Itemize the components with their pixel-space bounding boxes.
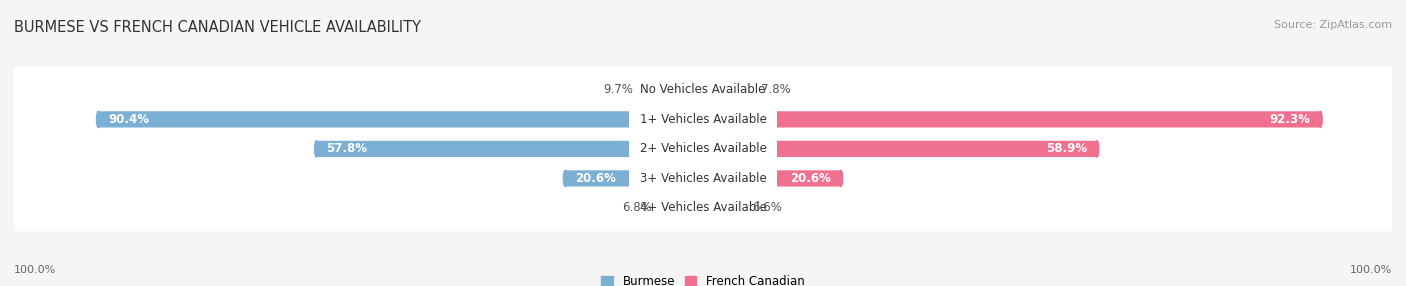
FancyBboxPatch shape	[776, 141, 1097, 157]
FancyBboxPatch shape	[628, 167, 778, 190]
Text: No Vehicles Available: No Vehicles Available	[640, 83, 766, 96]
Circle shape	[97, 111, 100, 128]
Legend: Burmese, French Canadian: Burmese, French Canadian	[596, 270, 810, 286]
FancyBboxPatch shape	[14, 155, 1392, 202]
FancyBboxPatch shape	[14, 126, 1392, 172]
FancyBboxPatch shape	[628, 79, 778, 101]
Text: 20.6%: 20.6%	[790, 172, 831, 185]
Text: 90.4%: 90.4%	[108, 113, 149, 126]
Circle shape	[1095, 141, 1099, 157]
Text: 6.6%: 6.6%	[752, 201, 782, 214]
Text: 1+ Vehicles Available: 1+ Vehicles Available	[640, 113, 766, 126]
FancyBboxPatch shape	[628, 197, 778, 219]
Circle shape	[839, 170, 842, 186]
FancyBboxPatch shape	[628, 138, 778, 160]
Circle shape	[564, 170, 567, 186]
Text: 20.6%: 20.6%	[575, 172, 616, 185]
Text: 100.0%: 100.0%	[1350, 265, 1392, 275]
FancyBboxPatch shape	[14, 184, 1392, 231]
FancyBboxPatch shape	[776, 111, 1320, 128]
Text: 92.3%: 92.3%	[1270, 113, 1310, 126]
Text: 57.8%: 57.8%	[326, 142, 367, 155]
FancyBboxPatch shape	[628, 108, 778, 130]
Circle shape	[1319, 111, 1322, 128]
Text: Source: ZipAtlas.com: Source: ZipAtlas.com	[1274, 20, 1392, 30]
Text: 6.8%: 6.8%	[623, 201, 652, 214]
Text: BURMESE VS FRENCH CANADIAN VEHICLE AVAILABILITY: BURMESE VS FRENCH CANADIAN VEHICLE AVAIL…	[14, 20, 420, 35]
FancyBboxPatch shape	[98, 111, 630, 128]
Text: 100.0%: 100.0%	[14, 265, 56, 275]
Circle shape	[315, 141, 318, 157]
Text: 3+ Vehicles Available: 3+ Vehicles Available	[640, 172, 766, 185]
FancyBboxPatch shape	[316, 141, 630, 157]
Text: 4+ Vehicles Available: 4+ Vehicles Available	[640, 201, 766, 214]
Text: 58.9%: 58.9%	[1046, 142, 1087, 155]
FancyBboxPatch shape	[14, 96, 1392, 143]
Text: 9.7%: 9.7%	[603, 83, 633, 96]
FancyBboxPatch shape	[14, 66, 1392, 113]
FancyBboxPatch shape	[565, 170, 630, 186]
Text: 2+ Vehicles Available: 2+ Vehicles Available	[640, 142, 766, 155]
FancyBboxPatch shape	[776, 170, 841, 186]
Text: 7.8%: 7.8%	[761, 83, 790, 96]
